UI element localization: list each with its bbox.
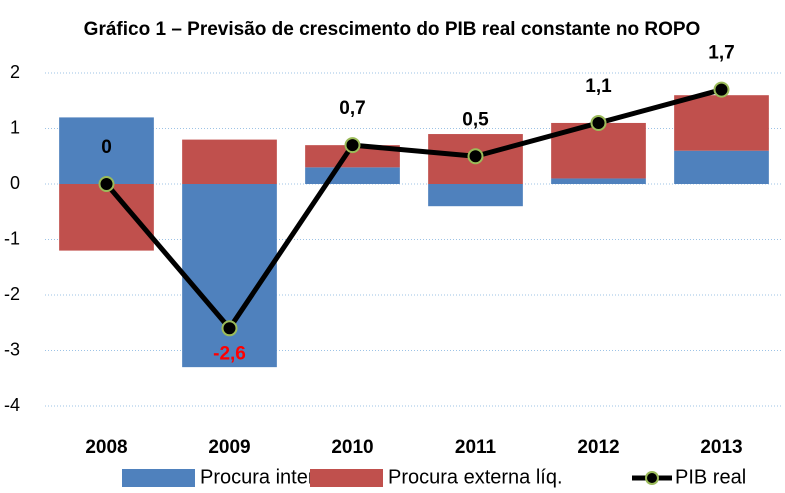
bar	[674, 95, 769, 151]
data-label: 0,5	[462, 109, 489, 130]
data-label: 0	[101, 137, 112, 158]
marker	[713, 81, 730, 98]
legend-swatch	[122, 469, 195, 487]
marker	[98, 176, 115, 192]
y-tick-label: 2	[10, 62, 20, 82]
y-tick-label: 1	[10, 117, 20, 137]
bar	[182, 184, 277, 368]
x-tick-label: 2008	[85, 437, 127, 458]
x-tick-label: 2011	[455, 437, 497, 458]
line	[104, 87, 723, 331]
chart-title: Gráfico 1 – Previsão de crescimento do P…	[84, 19, 701, 40]
bar	[428, 184, 523, 207]
legend-label: Procura externa líq.	[388, 466, 563, 488]
x-tick-label: 2009	[208, 437, 250, 458]
y-tick-label: -4	[4, 395, 20, 415]
data-label: 0,7	[339, 98, 365, 119]
legend-label: Procura interna	[200, 466, 338, 488]
data-label: 1,1	[585, 76, 612, 97]
marker	[467, 148, 484, 165]
bar	[59, 117, 154, 184]
marker	[344, 137, 361, 154]
y-tick-label: -1	[4, 228, 20, 248]
bar	[551, 178, 646, 184]
x-tick-label: 2012	[577, 437, 619, 458]
marker	[221, 320, 238, 337]
y-tick-label: -2	[4, 284, 20, 304]
data-label: 1,7	[708, 43, 734, 64]
bar	[674, 150, 769, 184]
legend-swatch	[645, 471, 659, 485]
marker	[590, 114, 607, 131]
bar	[59, 184, 154, 251]
legend-label: PIB real	[675, 466, 746, 488]
y-tick-label: 0	[10, 173, 20, 193]
x-tick-label: 2010	[331, 437, 373, 458]
data-label: -2,6	[213, 343, 246, 364]
y-tick-label: -3	[4, 339, 20, 359]
bar	[305, 167, 400, 184]
bar	[182, 139, 277, 184]
legend-swatch	[310, 469, 383, 487]
x-tick-label: 2013	[700, 437, 742, 458]
bar	[305, 145, 400, 168]
